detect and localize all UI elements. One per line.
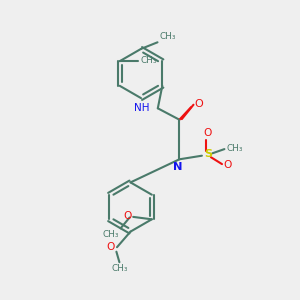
Text: O: O	[203, 128, 212, 138]
Text: CH₃: CH₃	[140, 56, 157, 65]
Text: O: O	[194, 99, 203, 109]
Text: S: S	[204, 149, 212, 160]
Text: CH₃: CH₃	[111, 264, 128, 273]
Text: O: O	[123, 211, 131, 221]
Text: CH₃: CH₃	[226, 144, 243, 153]
Text: NH: NH	[134, 103, 149, 113]
Text: CH₃: CH₃	[159, 32, 176, 41]
Text: N: N	[172, 162, 182, 172]
Text: O: O	[107, 242, 115, 252]
Text: O: O	[224, 160, 232, 170]
Text: CH₃: CH₃	[103, 230, 119, 239]
